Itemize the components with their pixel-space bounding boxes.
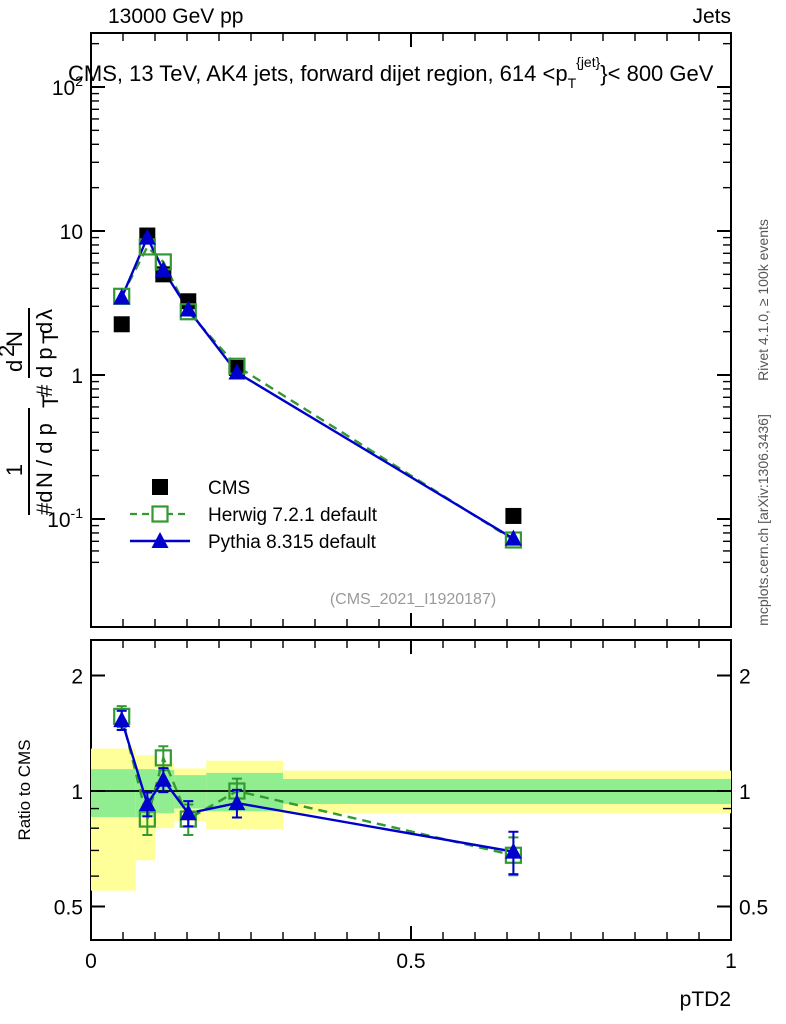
legend-marker-filled-square xyxy=(152,479,168,495)
side-note-bottom-group: mcplots.cern.ch [arXiv:1306.3436] xyxy=(755,414,771,626)
y-label-pt-subscript-right: T xyxy=(38,331,63,344)
y-tick-label-main: 1 xyxy=(71,365,83,388)
pythia-main-line xyxy=(120,234,515,540)
legend-marker-filled-triangle xyxy=(151,532,169,548)
main-x-ticks xyxy=(90,33,732,627)
x-tick-label: 0.5 xyxy=(396,950,425,973)
legend-marker-open-square xyxy=(151,505,169,523)
analysis-watermark: (CMS_2021_I1920187) xyxy=(330,591,496,608)
plot-header: 13000 GeV pp Jets xyxy=(108,5,731,28)
pythia-ratio-marker xyxy=(138,794,156,811)
y-tick-label-main: 10-1 xyxy=(47,505,83,532)
pythia-ratio-marker xyxy=(228,794,246,811)
legend-entry[interactable]: Pythia 8.315 default xyxy=(130,532,377,553)
cms-main-marker xyxy=(113,316,130,333)
legend-label: CMS xyxy=(208,478,250,499)
y-label-denominator-left: #d xyxy=(32,491,57,515)
y-tick-label-ratio-left: 2 xyxy=(71,665,83,688)
main-series-group xyxy=(113,227,522,549)
y-tick-label-ratio-left: 0.5 xyxy=(54,897,83,920)
ratio-series-group xyxy=(113,705,522,877)
y-tick-label-ratio-left: 1 xyxy=(71,781,83,804)
rivet-version-note: Rivet 4.1.0, ≥ 100k events xyxy=(755,219,771,381)
main-y-tick-labels: 102 10 1 10-1 xyxy=(47,73,83,532)
ratio-x-ticks: 0 0.5 1 pTD2 xyxy=(85,640,737,1011)
side-note-top-group: Rivet 4.1.0, ≥ 100k events xyxy=(755,219,771,381)
y-label-hash-left: # xyxy=(32,384,57,397)
plot-legend[interactable]: CMS Herwig 7.2.1 default Pythia 8.315 defa… xyxy=(130,478,378,553)
pythia-main-marker xyxy=(504,529,522,546)
cms-main-marker xyxy=(505,507,522,524)
legend-entry[interactable]: Herwig 7.2.1 default xyxy=(130,505,378,526)
pythia-ratio-marker xyxy=(504,842,522,859)
ratio-y-axis-label: Ratio to CMS xyxy=(15,739,34,840)
herwig-ratio-line xyxy=(120,716,514,857)
y-label-denominator-left2: N / d p xyxy=(32,423,57,488)
pythia-ratio-marker xyxy=(154,770,172,787)
y-tick-label-main: 10 xyxy=(60,221,83,244)
y-label-lambda: λ xyxy=(32,309,57,320)
ratio-y-axis-label-group: Ratio to CMS xyxy=(15,739,34,840)
ratio-y-tick-labels: 2 2 1 1 0.5 0.5 xyxy=(54,665,768,919)
y-label-numerator-exp: 2 xyxy=(0,345,19,357)
header-right-text: Jets xyxy=(692,5,731,28)
pythia-main-marker xyxy=(154,261,172,278)
x-tick-label: 0 xyxy=(85,950,97,973)
y-label-dlambda: d xyxy=(32,322,57,334)
y-label-pt-subscript-left: T xyxy=(38,395,63,408)
pythia-main-marker xyxy=(113,288,131,305)
pythia-ratio-marker xyxy=(179,804,197,821)
legend-entry[interactable]: CMS xyxy=(152,478,250,499)
y-label-numerator-n: N xyxy=(2,331,27,347)
header-left-text: 13000 GeV pp xyxy=(108,5,243,28)
pythia-main-marker xyxy=(179,300,197,317)
ratio-band-inner xyxy=(91,769,136,818)
plot-title: CMS, 13 TeV, AK4 jets, forward dijet reg… xyxy=(68,54,714,91)
plot-title-text: CMS, 13 TeV, AK4 jets, forward dijet reg… xyxy=(68,54,714,91)
pythia-main-marker xyxy=(228,363,246,380)
y-tick-label-ratio-right: 2 xyxy=(739,665,751,688)
ratio-y-ticks xyxy=(91,674,731,908)
x-axis-label: pTD2 xyxy=(680,988,731,1011)
main-y-ticks xyxy=(91,42,731,564)
legend-label: Pythia 8.315 default xyxy=(208,532,377,553)
pythia-ratio-line xyxy=(120,719,514,853)
y-tick-label-ratio-right: 1 xyxy=(739,781,751,804)
pythia-main-marker xyxy=(138,228,156,245)
pythia-ratio-marker xyxy=(113,711,131,728)
legend-label: Herwig 7.2.1 default xyxy=(208,505,378,526)
x-tick-label: 1 xyxy=(725,950,737,973)
y-label-denominator-right: d p xyxy=(32,347,57,378)
y-tick-label-main: 102 xyxy=(52,73,83,100)
y-tick-label-ratio-right: 0.5 xyxy=(739,897,768,920)
mcplots-source-note: mcplots.cern.ch [arXiv:1306.3436] xyxy=(755,414,771,626)
y-label-numerator-right: d xyxy=(2,360,27,372)
y-label-numerator-left: 1 xyxy=(2,464,27,476)
herwig-ratio-marker xyxy=(154,749,172,767)
